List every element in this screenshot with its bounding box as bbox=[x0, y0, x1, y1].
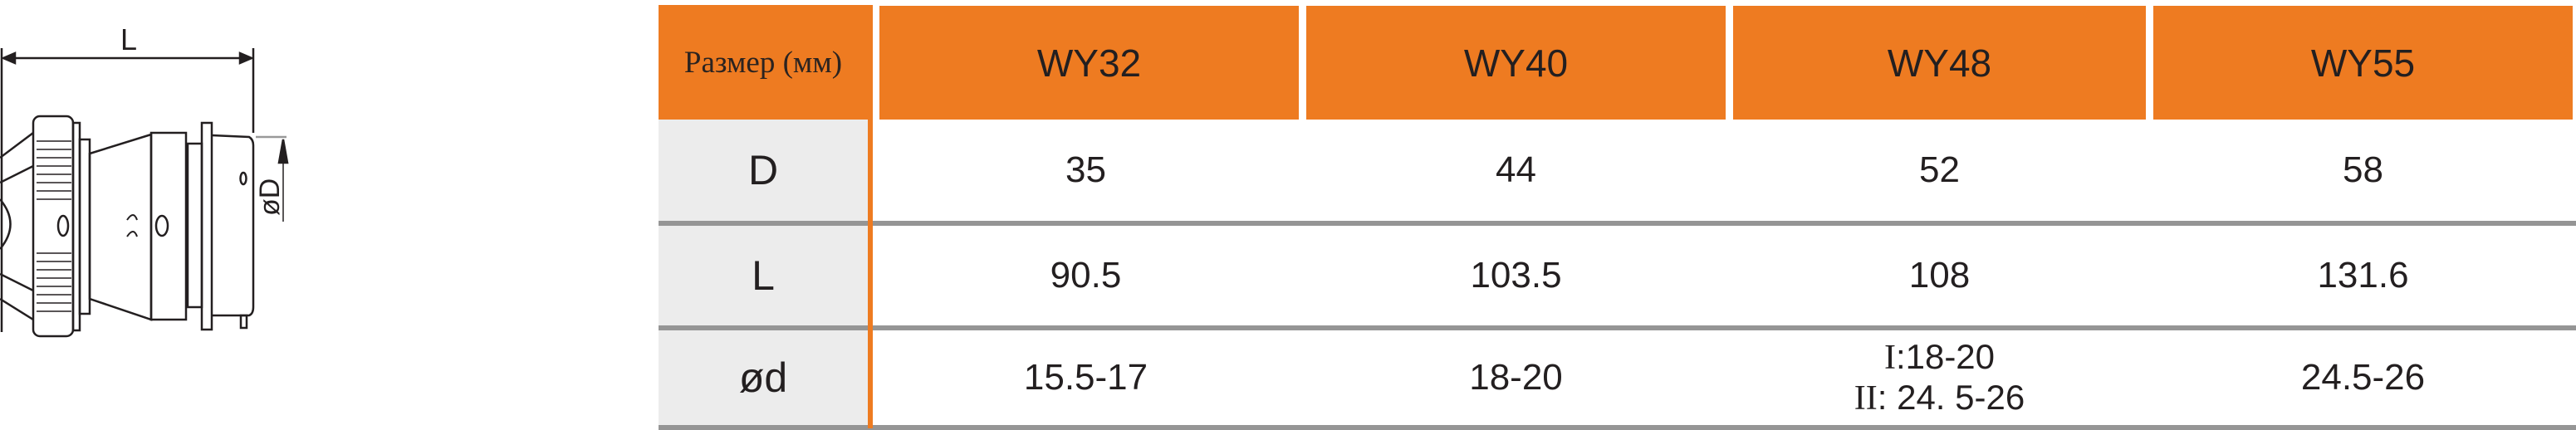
row-label-d: D bbox=[659, 120, 868, 221]
header-model-wy55: WY55 bbox=[2153, 6, 2573, 120]
cell-d-wy40: 44 bbox=[1306, 120, 1726, 221]
od-wy48-option-1: I:18-20 bbox=[1854, 337, 2025, 378]
header-model-wy48: WY48 bbox=[1733, 6, 2146, 120]
cell-od-wy55: 24.5-26 bbox=[2153, 330, 2573, 425]
row-divider bbox=[659, 325, 2576, 330]
label-column-divider bbox=[868, 5, 873, 428]
diameter-label: øD bbox=[254, 178, 286, 216]
cell-l-wy48: 108 bbox=[1733, 226, 2146, 325]
row-label-od: ød bbox=[659, 330, 868, 425]
cell-od-wy32: 15.5-17 bbox=[873, 330, 1299, 425]
header-model-wy40: WY40 bbox=[1306, 6, 1726, 120]
header-size-mm: Размер (мм) bbox=[659, 5, 868, 120]
option-value: :18-20 bbox=[1895, 337, 1996, 376]
cell-l-wy40: 103.5 bbox=[1306, 226, 1726, 325]
option-value: : 24. 5-26 bbox=[1877, 378, 2025, 417]
length-dimension: L bbox=[0, 22, 255, 332]
connector-dimension-drawing: L øD bbox=[0, 22, 289, 338]
od-wy48-options: I:18-20 II: 24. 5-26 bbox=[1854, 337, 2025, 418]
diameter-dimension: øD bbox=[254, 135, 289, 222]
cell-l-wy55: 131.6 bbox=[2153, 226, 2573, 325]
row-divider bbox=[659, 221, 2576, 226]
connector-outline bbox=[0, 115, 255, 338]
row-divider bbox=[659, 425, 2576, 430]
cell-d-wy55: 58 bbox=[2153, 120, 2573, 221]
cell-od-wy48: I:18-20 II: 24. 5-26 bbox=[1733, 330, 2146, 425]
od-wy48-option-2: II: 24. 5-26 bbox=[1854, 378, 2025, 418]
option-numeral: I bbox=[1883, 339, 1896, 377]
length-label: L bbox=[120, 22, 137, 56]
cell-od-wy40: 18-20 bbox=[1306, 330, 1726, 425]
option-numeral: II bbox=[1854, 379, 1878, 418]
cell-l-wy32: 90.5 bbox=[873, 226, 1299, 325]
header-model-wy32: WY32 bbox=[879, 6, 1299, 120]
cell-d-wy48: 52 bbox=[1733, 120, 2146, 221]
row-label-l: L bbox=[659, 226, 868, 325]
cell-d-wy32: 35 bbox=[873, 120, 1299, 221]
